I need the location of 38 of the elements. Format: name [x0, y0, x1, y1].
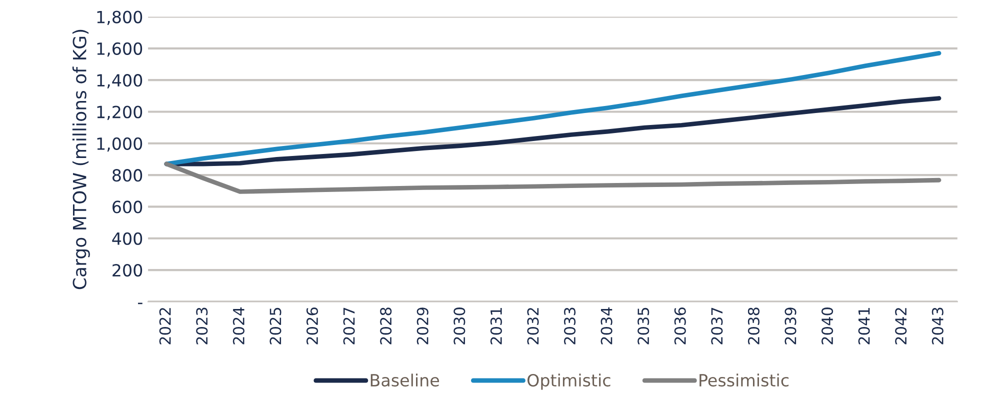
y-tick-label: 600	[112, 200, 142, 214]
legend-label: Pessimistic	[700, 374, 789, 387]
y-tick-label: 1,400	[97, 74, 142, 88]
line-series	[164, 50, 942, 166]
x-tick-label: 2032	[527, 308, 539, 344]
x-tick-label: 2040	[822, 308, 834, 344]
x-tick-label: 2028	[380, 308, 392, 344]
x-tick-label: 2030	[454, 308, 466, 344]
x-tick-label: 2035	[638, 308, 650, 344]
x-tick-label: 2027	[343, 308, 355, 344]
x-tick-label: 2042	[895, 308, 907, 344]
y-axis-title: Cargo MTOW (millions of KG)	[72, 30, 90, 290]
x-tick-label: 2026	[306, 308, 318, 344]
x-tick-label: 2039	[784, 308, 796, 344]
y-tick-label: 1,600	[97, 42, 142, 57]
x-tick-label: 2023	[196, 308, 208, 344]
y-tick-label: 1,200	[97, 106, 142, 120]
legend-label: Optimistic	[528, 374, 610, 390]
y-tick-label: 800	[112, 169, 142, 182]
x-tick-label: 2033	[564, 308, 576, 344]
x-tick-label: 2034	[600, 307, 612, 344]
legend-label: Baseline	[370, 374, 440, 387]
y-tick-label: 400	[112, 232, 142, 245]
x-tick-label: 2041	[858, 308, 870, 344]
x-tick-label: 2037	[711, 308, 723, 344]
x-tick-label: 2029	[416, 308, 428, 344]
x-tick-label: 2043	[932, 308, 944, 344]
y-tick-label: 200	[112, 264, 142, 277]
y-tick-label: -	[138, 302, 142, 304]
x-tick-label: 2036	[674, 308, 686, 344]
x-tick-label: 2025	[270, 308, 282, 344]
x-tick-label: 2024	[232, 307, 244, 344]
x-tick-label: 2031	[490, 308, 502, 344]
x-tick-label: 2022	[159, 308, 171, 344]
y-tick-label: 1,800	[97, 10, 142, 26]
x-tick-label: 2038	[748, 308, 760, 344]
line-series	[164, 162, 942, 194]
y-tick-label: 1,000	[97, 137, 142, 152]
